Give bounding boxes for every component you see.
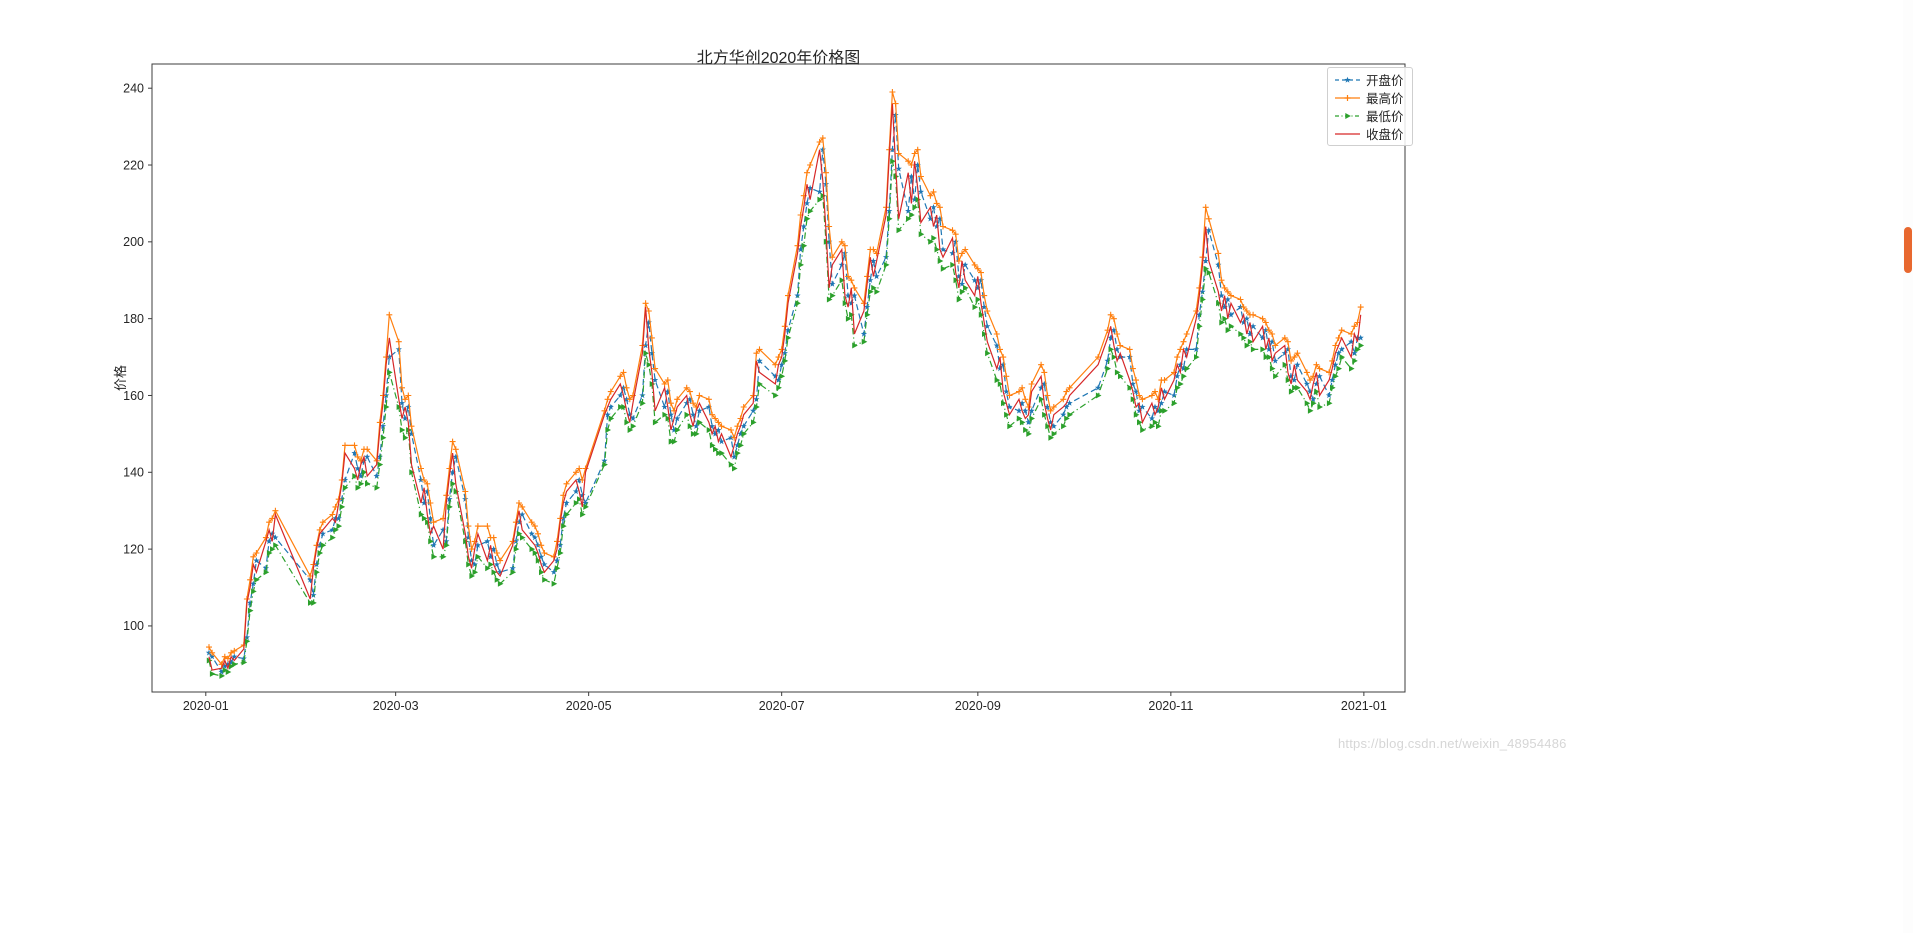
y-tick-label: 240 [123, 81, 144, 95]
legend: 开盘价 最高价 最低价 收盘价 [1327, 67, 1413, 146]
y-tick-label: 220 [123, 158, 144, 172]
series-open [205, 111, 1364, 675]
legend-marker [1344, 95, 1351, 101]
y-tick-label: 120 [123, 542, 144, 556]
legend-marker [1345, 113, 1351, 119]
legend-item-high: 最高价 [1334, 90, 1404, 106]
legend-label-high: 最高价 [1366, 92, 1404, 106]
x-tick-label: 2020-01 [183, 699, 229, 713]
high-markers [206, 89, 1364, 668]
chart-title: 北方华创2020年价格图 [696, 50, 861, 67]
close-line-icon [1335, 133, 1360, 135]
scrollbar-thumb[interactable] [1904, 227, 1912, 273]
x-tick-label: 2020-07 [759, 699, 805, 713]
x-tick-label: 2020-09 [955, 699, 1001, 713]
series-high [206, 89, 1364, 668]
legend-item-low: 最低价 [1334, 108, 1404, 124]
legend-marker [1344, 76, 1351, 83]
x-tick-label: 2020-05 [566, 699, 612, 713]
legend-item-open: 开盘价 [1334, 72, 1404, 88]
open-line [208, 115, 1361, 674]
series-close [208, 103, 1362, 671]
high-line [208, 91, 1362, 666]
legend-item-close: 收盘价 [1334, 126, 1404, 142]
series-low [206, 158, 1365, 679]
axes-spines [151, 63, 1406, 693]
low-line-triangle-icon [1335, 113, 1360, 119]
x-tick-label: 2020-03 [373, 699, 419, 713]
high-line-plus-icon [1335, 95, 1360, 101]
y-tick-label: 160 [123, 389, 144, 403]
x-tick-label: 2020-11 [1148, 699, 1193, 713]
plot-canvas: 2020-01 2020-03 2020-05 2020-07 2020-09 2020-… [123, 63, 1406, 713]
y-tick-label: 100 [123, 619, 144, 633]
legend-label-open: 开盘价 [1366, 74, 1404, 88]
watermark-url: https://blog.csdn.net/weixin_48954486 [1338, 736, 1567, 751]
open-line-star-icon [1335, 76, 1360, 83]
x-tick-label: 2021-01 [1341, 699, 1387, 713]
close-line [208, 103, 1362, 671]
price-chart-figure: 北方华创2020年价格图 价格 2020-01 2020-03 2020-05 202… [113, 50, 1413, 713]
legend-label-low: 最低价 [1366, 110, 1404, 124]
y-tick-label: 140 [123, 466, 144, 480]
y-tick-label: 180 [123, 312, 144, 326]
open-markers [205, 111, 1364, 675]
scrollbar-track [1903, 0, 1913, 933]
legend-label-close: 收盘价 [1366, 128, 1404, 142]
y-tick-label: 200 [123, 235, 144, 249]
